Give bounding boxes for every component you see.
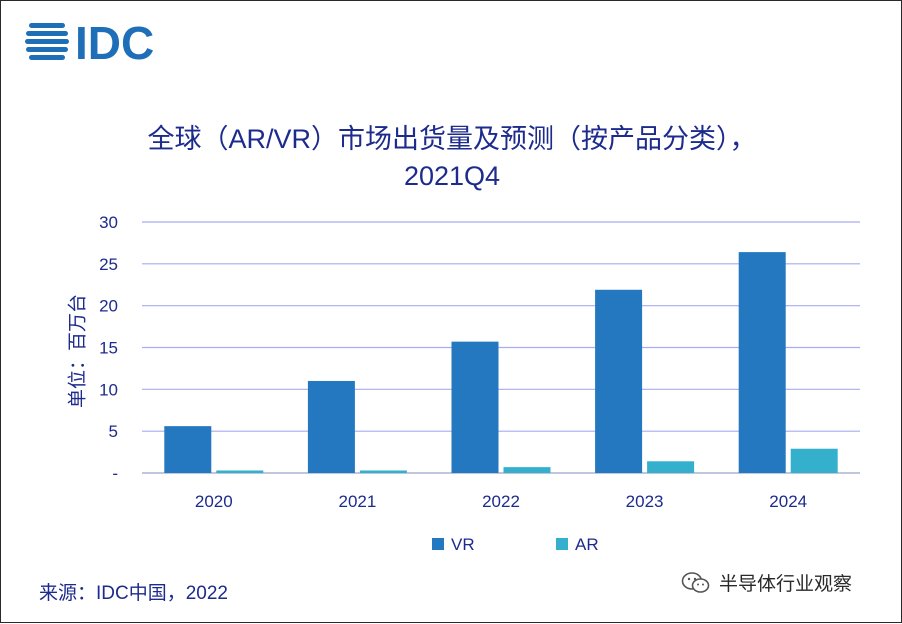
bars (164, 252, 838, 473)
watermark-text: 半导体行业观察 (719, 574, 853, 595)
y-tick-label: 10 (99, 380, 118, 399)
bar-vr (307, 380, 355, 473)
y-tick-label: 30 (99, 213, 118, 232)
source-note: 来源：IDC中国，2022 (39, 583, 228, 604)
x-tick-label: 2021 (338, 492, 376, 511)
bar-vr (738, 252, 786, 473)
bar-ar (216, 470, 264, 473)
y-tick-label: 20 (99, 297, 118, 316)
legend-label-ar: AR (575, 535, 599, 554)
bar-ar (790, 448, 838, 473)
x-tick-label: 2022 (482, 492, 520, 511)
legend-swatch-vr (432, 538, 444, 550)
y-tick-labels: - 5 10 15 20 25 30 (99, 213, 118, 483)
idc-logo: IDC (25, 17, 154, 67)
bar-ar (503, 467, 551, 473)
x-tick-label: 2020 (195, 492, 233, 511)
globe-icon (25, 23, 69, 60)
y-tick-label: 15 (99, 339, 118, 358)
x-tick-label: 2023 (626, 492, 664, 511)
bar-vr (595, 289, 643, 473)
legend: VR AR (432, 535, 599, 554)
bar-ar (647, 461, 695, 473)
chart-title-line1: 全球（AR/VR）市场出货量及预测（按产品分类）， (147, 124, 757, 154)
y-tick-label: - (112, 464, 118, 483)
bar-ar (359, 470, 407, 473)
logo-text: IDC (75, 17, 154, 67)
legend-label-vr: VR (451, 535, 475, 554)
y-tick-label: 5 (109, 422, 118, 441)
watermark: 半导体行业观察 (681, 569, 852, 596)
x-tick-label: 2024 (769, 492, 807, 511)
y-tick-label: 25 (99, 255, 118, 274)
bar-vr (164, 426, 212, 473)
bar-vr (451, 341, 499, 473)
legend-swatch-ar (556, 538, 568, 550)
wechat-icon (681, 571, 710, 593)
chart-title-line2: 2021Q4 (403, 161, 501, 191)
x-tick-labels: 2020 2021 2022 2023 2024 (195, 492, 807, 511)
